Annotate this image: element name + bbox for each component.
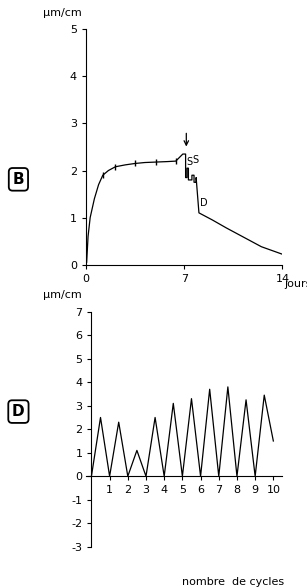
Text: μm/cm: μm/cm — [43, 8, 81, 18]
Text: D: D — [12, 404, 25, 419]
Text: S: S — [192, 155, 199, 165]
Text: nombre  de cycles: nombre de cycles — [182, 577, 284, 587]
Text: B: B — [13, 172, 24, 187]
Text: D: D — [200, 198, 207, 208]
Text: S: S — [186, 157, 192, 167]
Text: jours: jours — [284, 279, 307, 289]
Text: μm/cm: μm/cm — [43, 290, 81, 300]
